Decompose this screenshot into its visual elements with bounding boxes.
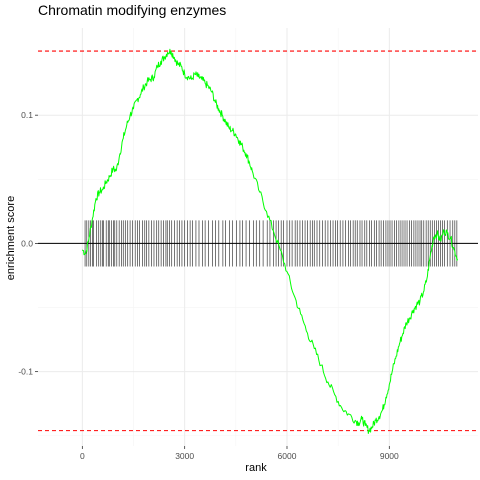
x-axis-ticks: 0 3000 6000 9000 [80, 446, 399, 461]
chart-title: Chromatin modifying enzymes [38, 2, 226, 18]
x-tick-label: 3000 [175, 451, 194, 461]
y-tick-label: -0.1 [18, 367, 33, 377]
reference-lines [38, 50, 478, 432]
enrichment-score-line [81, 48, 458, 434]
x-tick-label: 6000 [278, 451, 297, 461]
y-tick-label: 0.0 [21, 238, 33, 248]
x-tick-label: 0 [80, 451, 85, 461]
y-tick-label: 0.1 [21, 110, 33, 120]
x-tick-label: 9000 [380, 451, 399, 461]
y-axis-label: enrichment score [5, 196, 17, 280]
y-axis-ticks: -0.1 0.0 0.1 [18, 110, 38, 377]
x-axis-label: rank [245, 462, 267, 474]
series-layer [81, 48, 458, 434]
